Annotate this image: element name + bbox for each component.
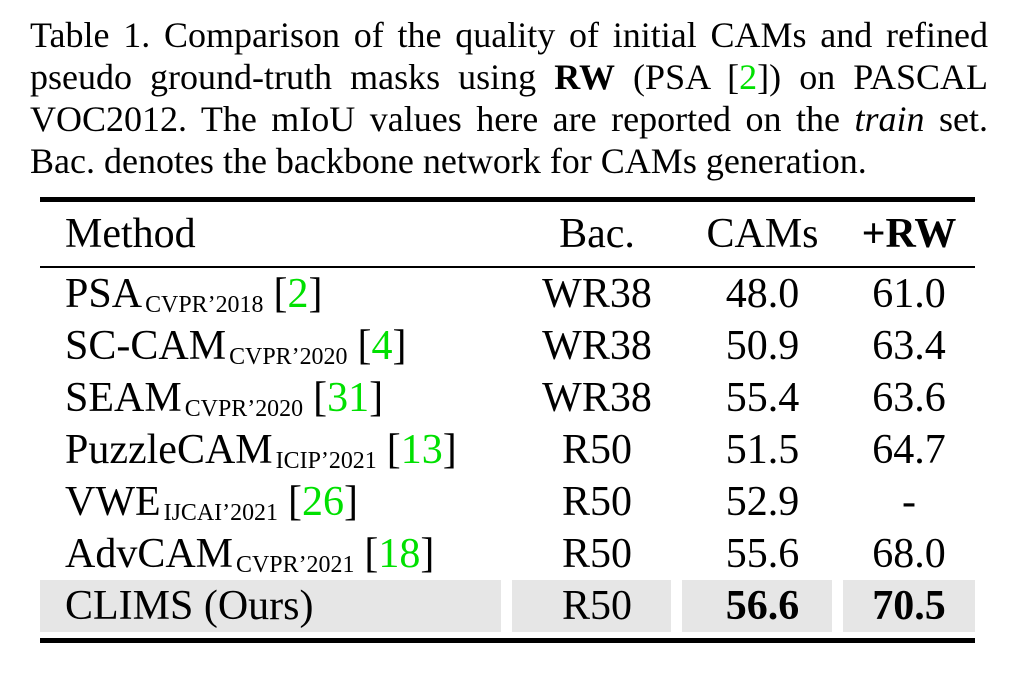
rw-value: 63.6 [872, 375, 946, 421]
results-table: Method Bac. CAMs +RW PSA CVPR’2018 [2] WR3… [40, 197, 975, 643]
bracket-open: [ [273, 271, 288, 317]
table-row-vwe: VWE IJCAI’2021 [26] R50 52.9 - [40, 476, 975, 528]
bracket-open: [ [386, 427, 401, 473]
bracket-close: ] [420, 531, 435, 577]
caption-line-1: Table 1. Comparison of the quality of in… [30, 14, 988, 56]
caption-text: set. [924, 99, 988, 139]
bac-value: R50 [561, 531, 632, 577]
column-header-bac: Bac. [559, 211, 635, 257]
table-row-sc-cam: SC-CAM CVPR’2020 [4] WR38 50.9 63.4 [40, 320, 975, 372]
method-name: PuzzleCAM [65, 427, 273, 473]
caption-italic-train: train [854, 99, 925, 139]
bracket-close: ] [308, 271, 323, 317]
citation-number: 2 [739, 57, 758, 97]
citation: [4] [357, 323, 406, 369]
caption-bold-rw: RW [554, 57, 615, 97]
rw-value: - [902, 479, 916, 525]
bracket-close: ] [369, 375, 384, 421]
citation-number: 26 [302, 479, 344, 525]
method-cell: AdvCAM CVPR’2021 [18] [40, 530, 512, 578]
rw-value: 70.5 [843, 580, 975, 632]
table-row-advcam: AdvCAM CVPR’2021 [18] R50 55.6 68.0 [40, 528, 975, 580]
citation-number: 31 [327, 375, 370, 421]
caption-text: Bac. denotes the backbone network for CA… [30, 141, 867, 181]
caption-text: ]) on PASCAL [757, 57, 989, 97]
method-name: SEAM [65, 375, 182, 421]
method-name: AdvCAM [65, 531, 234, 577]
method-name: SC-CAM [65, 323, 227, 369]
table-header-rule [40, 266, 975, 268]
method-cell: VWE IJCAI’2021 [26] [40, 478, 512, 526]
caption-line-4: Bac. denotes the backbone network for CA… [30, 140, 988, 182]
rw-value: 63.4 [872, 323, 946, 369]
caption-line-2: pseudo ground-truth masks using RW (PSA … [30, 56, 988, 98]
citation: [18] [364, 531, 434, 577]
cams-value: 56.6 [682, 580, 843, 632]
rw-value: 68.0 [872, 531, 946, 577]
bac-value: WR38 [542, 375, 652, 421]
citation-number: 18 [378, 531, 421, 577]
method-cell: SEAM CVPR’2020 [31] [40, 374, 512, 422]
table-caption: Table 1. Comparison of the quality of in… [30, 14, 988, 182]
citation: [2] [273, 271, 322, 317]
table-bottom-rule [40, 638, 975, 643]
bac-value: R50 [512, 580, 682, 632]
table-row-psa: PSA CVPR’2018 [2] WR38 48.0 61.0 [40, 268, 975, 320]
column-header-method: Method [65, 211, 196, 257]
citation: [13] [387, 427, 457, 473]
citation: [26] [288, 479, 358, 525]
caption-line-3: VOC2012. The mIoU values here are report… [30, 98, 988, 140]
citation-number: 2 [287, 271, 309, 317]
caption-text: Table 1. Comparison of the quality of in… [30, 15, 988, 55]
citation: [31] [313, 375, 383, 421]
caption-text: pseudo ground-truth masks using [30, 57, 555, 97]
bracket-open: [ [313, 375, 328, 421]
method-name: CLIMS (Ours) [65, 583, 314, 629]
caption-text: (PSA [ [614, 57, 740, 97]
method-venue: IJCAI’2021 [163, 500, 278, 526]
caption-text: VOC2012. The mIoU values here are report… [30, 99, 855, 139]
table-row-clims: CLIMS (Ours) R50 56.6 70.5 [40, 580, 975, 632]
cams-value: 50.9 [725, 323, 800, 369]
citation-number: 4 [371, 323, 393, 369]
cams-value: 52.9 [725, 479, 800, 525]
rw-value: 64.7 [872, 427, 946, 473]
column-header-rw: +RW [861, 211, 957, 257]
citation-number: 13 [400, 427, 443, 473]
method-venue: CVPR’2020 [229, 344, 348, 370]
bracket-open: [ [288, 479, 302, 525]
cams-value: 51.5 [725, 427, 800, 473]
bracket-close: ] [442, 427, 457, 473]
table-header-row: Method Bac. CAMs +RW [40, 202, 975, 266]
column-header-cams: CAMs [706, 211, 819, 257]
bracket-close: ] [344, 479, 358, 525]
cams-value: 55.4 [725, 375, 800, 421]
rw-value: 61.0 [872, 271, 946, 317]
method-venue: CVPR’2020 [184, 396, 304, 422]
method-name: PSA [65, 271, 143, 317]
method-cell: CLIMS (Ours) [40, 580, 512, 632]
bac-value: R50 [561, 479, 632, 525]
bac-value: WR38 [542, 323, 652, 369]
method-cell: PuzzleCAM ICIP’2021 [13] [40, 426, 512, 474]
table-row-seam: SEAM CVPR’2020 [31] WR38 55.4 63.6 [40, 372, 975, 424]
bac-value: WR38 [542, 271, 652, 317]
cams-value: 55.6 [725, 531, 800, 577]
bracket-open: [ [357, 323, 372, 369]
bracket-open: [ [364, 531, 379, 577]
bracket-close: ] [392, 323, 407, 369]
table-top-rule [40, 197, 975, 202]
method-cell: SC-CAM CVPR’2020 [4] [40, 322, 512, 370]
method-venue: CVPR’2018 [145, 292, 264, 318]
bac-value: R50 [561, 427, 632, 473]
method-venue: CVPR’2021 [236, 552, 355, 578]
method-name: VWE [65, 479, 161, 525]
method-cell: PSA CVPR’2018 [2] [40, 270, 512, 318]
cams-value: 48.0 [725, 271, 800, 317]
method-venue: ICIP’2021 [275, 448, 377, 474]
table-row-puzzlecam: PuzzleCAM ICIP’2021 [13] R50 51.5 64.7 [40, 424, 975, 476]
